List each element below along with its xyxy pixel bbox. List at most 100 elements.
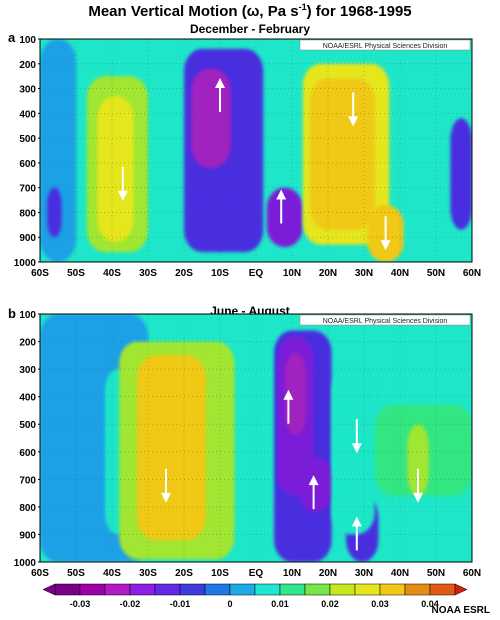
colorbar-tick-label: -0.02	[120, 599, 141, 609]
contour-region	[284, 352, 307, 436]
y-tick-label: 900	[19, 530, 36, 541]
colorbar-bin	[379, 583, 406, 596]
contour-region	[148, 369, 199, 529]
x-tick-label: 20S	[175, 268, 193, 279]
colorbar-bin	[204, 583, 231, 596]
colorbar-bin	[279, 583, 306, 596]
x-tick-label: 60S	[31, 568, 49, 579]
credit-text: NOAA/ESRL Physical Sciences Division	[323, 43, 448, 50]
x-tick-label: 60N	[463, 268, 481, 279]
colorbar: -0.03 -0.02 -0.01 0 0.01 0.02 0.03 0.04	[42, 583, 468, 609]
title-part-1: Mean Vertical Motion (	[88, 3, 247, 20]
colorbar-tick-label: -0.03	[70, 599, 91, 609]
x-tick-label: 30S	[139, 268, 157, 279]
x-tick-label: 60N	[463, 568, 481, 579]
x-tick-label: 10N	[283, 568, 301, 579]
contour-region	[191, 68, 231, 168]
rising-motion-arrow	[351, 516, 362, 551]
colorbar-tick-label: 0	[227, 599, 232, 609]
y-tick-label: 300	[19, 365, 36, 376]
y-tick-label: 200	[19, 60, 36, 71]
x-tick-label: 10S	[211, 568, 229, 579]
y-tick-label: 400	[19, 109, 36, 120]
x-tick-label: 20S	[175, 568, 193, 579]
title-exponent: -1	[298, 2, 307, 12]
x-tick-label: 30N	[355, 268, 373, 279]
colorbar-bin	[54, 583, 81, 596]
plot-frame	[39, 38, 473, 263]
colorbar-bin	[304, 583, 331, 596]
y-tick-label: 500	[19, 420, 36, 431]
contour-region	[97, 95, 134, 243]
x-tick-label: 20N	[319, 568, 337, 579]
y-tick-label: 100	[19, 35, 36, 46]
panel-a-letter: a	[8, 30, 16, 45]
rising-motion-arrow	[308, 475, 319, 510]
colorbar-tick-label: 0.04	[421, 599, 439, 609]
y-tick-label: 800	[19, 503, 36, 514]
sinking-motion-arrow	[117, 166, 128, 201]
contour-fields	[40, 39, 472, 262]
x-tick-label: 40S	[103, 568, 121, 579]
colorbar-tick-label: -0.01	[170, 599, 191, 609]
x-tick-label: 30S	[139, 568, 157, 579]
sinking-motion-arrow	[351, 419, 362, 454]
colorbar-tick-label: 0.02	[321, 599, 339, 609]
contour-region	[450, 118, 472, 230]
sinking-motion-arrow	[413, 468, 423, 503]
colorbar-bin	[129, 583, 156, 596]
chart-title: Mean Vertical Motion (ω, Pa s-1) for 196…	[0, 2, 500, 20]
y-tick-label: 500	[19, 134, 36, 145]
grid-lines	[40, 314, 472, 562]
x-tick-label: 40N	[391, 568, 409, 579]
y-tick-label: 200	[19, 338, 36, 349]
colorbar-bin	[404, 583, 431, 596]
y-tick-label: 800	[19, 208, 36, 219]
panel-a-subtitle: December - February	[189, 22, 311, 36]
contour-region	[407, 424, 429, 496]
credit-box	[299, 314, 471, 326]
rising-motion-arrow	[215, 77, 225, 112]
panel-a: NOAA/ESRL Physical Sciences Division 100 2…	[14, 35, 481, 279]
y-tick-label: 700	[19, 475, 36, 486]
y-tick-label: 600	[19, 448, 36, 459]
x-tick-label: 50N	[427, 568, 445, 579]
title-part-2: ) for 1968-1995	[306, 3, 412, 20]
colorbar-bin	[154, 583, 181, 596]
contour-region	[310, 78, 375, 230]
x-tick-label: 10N	[283, 268, 301, 279]
x-tick-label: 60S	[31, 268, 49, 279]
rising-motion-arrow	[283, 389, 294, 424]
sinking-motion-arrow	[380, 216, 391, 251]
colorbar-bin	[354, 583, 381, 596]
grid-lines	[40, 39, 472, 262]
y-tick-label: 900	[19, 233, 36, 244]
x-tick-label: 40N	[391, 268, 409, 279]
colorbar-tick-label: 0.03	[371, 599, 389, 609]
x-tick-label: 40S	[103, 268, 121, 279]
x-tick-label: 20N	[319, 268, 337, 279]
y-tick-label: 700	[19, 184, 36, 195]
colorbar-bin	[104, 583, 131, 596]
colorbar-bin	[329, 583, 356, 596]
x-tick-label: EQ	[249, 568, 264, 579]
x-tick-label: 50N	[427, 268, 445, 279]
colorbar-bin	[429, 583, 456, 596]
x-tick-label: 10S	[211, 268, 229, 279]
panel-b-letter: b	[8, 306, 16, 321]
x-tick-label: EQ	[249, 268, 264, 279]
credit-box	[299, 39, 471, 51]
y-tick-label: 300	[19, 85, 36, 96]
title-omega: ω	[246, 3, 260, 20]
colorbar-bin	[229, 583, 256, 596]
colorbar-bin	[254, 583, 281, 596]
colorbar-high-arrow	[454, 583, 468, 596]
sinking-motion-arrow	[161, 468, 171, 503]
colorbar-low-arrow	[42, 583, 56, 596]
footer-credit: NOAA ESRL	[431, 605, 490, 616]
contour-region	[47, 187, 62, 238]
y-tick-label: 1000	[14, 558, 37, 569]
x-tick-label: 50S	[67, 568, 85, 579]
contour-region	[266, 187, 303, 248]
sinking-motion-arrow	[348, 92, 359, 127]
